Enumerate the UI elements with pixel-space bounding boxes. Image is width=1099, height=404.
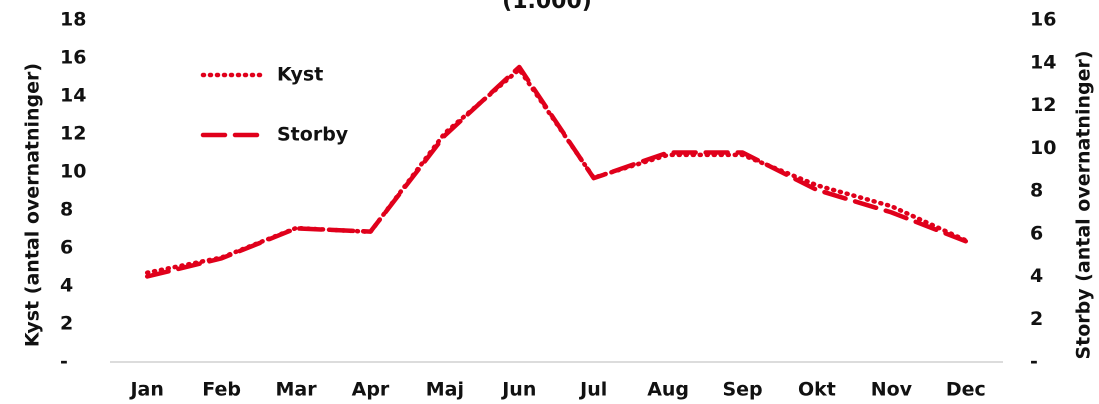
y-tick-label: 12 bbox=[60, 123, 86, 145]
y-tick-label: 10 bbox=[60, 161, 86, 183]
legend-label: Kyst bbox=[277, 64, 323, 86]
y2-tick-label: 4 bbox=[1030, 265, 1043, 287]
y-tick-label: 18 bbox=[60, 9, 86, 31]
y2-tick-label: 6 bbox=[1030, 222, 1043, 244]
x-tick-label: Sep bbox=[722, 379, 762, 401]
x-tick-label: Okt bbox=[798, 379, 836, 401]
x-tick-label: Maj bbox=[426, 379, 464, 401]
y2-axis-label: Storby (antal overnatninger) bbox=[1073, 50, 1095, 359]
y2-tick-label: 16 bbox=[1030, 9, 1056, 31]
series-line bbox=[144, 67, 969, 275]
y-tick-label: 14 bbox=[60, 85, 86, 107]
y2-tick-label: 12 bbox=[1030, 94, 1056, 116]
y2-tick-label: - bbox=[1030, 351, 1038, 373]
y2-tick-label: 10 bbox=[1030, 137, 1056, 159]
y-tick-label: 6 bbox=[60, 237, 73, 259]
x-tick-label: Jan bbox=[128, 379, 163, 401]
y-tick-label: - bbox=[60, 351, 68, 373]
x-tick-label: Nov bbox=[871, 379, 913, 401]
x-tick-label: Dec bbox=[946, 379, 986, 401]
chart-title: (1.000) bbox=[502, 0, 592, 14]
x-tick-label: Apr bbox=[352, 379, 390, 401]
x-tick-label: Feb bbox=[202, 379, 241, 401]
series-line bbox=[144, 64, 969, 279]
y-tick-label: 4 bbox=[60, 275, 73, 297]
y2-tick-label: 14 bbox=[1030, 51, 1056, 73]
y2-tick-label: 8 bbox=[1030, 180, 1043, 202]
legend-label: Storby bbox=[277, 124, 349, 146]
x-tick-label: Mar bbox=[275, 379, 317, 401]
y-tick-label: 16 bbox=[60, 47, 86, 69]
y-tick-label: 2 bbox=[60, 313, 73, 335]
y-axis-label: Kyst (antal overnatninger) bbox=[22, 63, 44, 347]
x-tick-label: Jun bbox=[500, 379, 536, 401]
x-tick-label: Jul bbox=[578, 379, 607, 401]
y2-tick-label: 2 bbox=[1030, 308, 1043, 330]
y-tick-label: 8 bbox=[60, 199, 73, 221]
x-tick-label: Aug bbox=[647, 379, 689, 401]
